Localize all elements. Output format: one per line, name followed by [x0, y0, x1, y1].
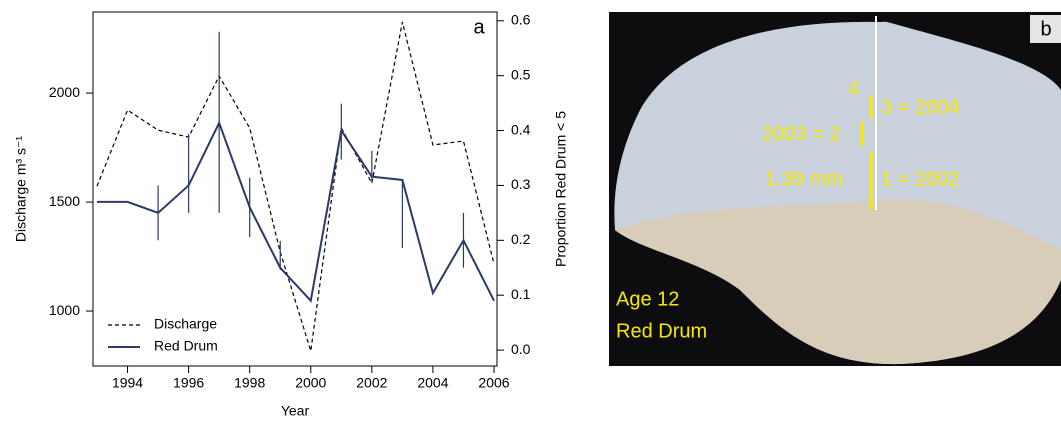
panel-label: a	[473, 16, 485, 38]
photo-shadow	[880, 20, 1061, 90]
x-tick-label: 2006	[478, 375, 509, 391]
y2-tick-label: 0.2	[511, 231, 531, 247]
plot-frame	[92, 11, 498, 367]
y-tick-label: 2000	[49, 84, 80, 100]
y-tick-label: 1000	[49, 302, 80, 318]
annotation: 2003 = 2	[762, 123, 840, 145]
label-box	[1030, 15, 1061, 43]
y-axis-label: Discharge m³ s⁻¹	[13, 136, 29, 243]
x-axis-label: Year	[281, 403, 310, 419]
annotation: 3 = 2004	[881, 96, 959, 118]
y2-tick-label: 0.6	[511, 11, 531, 27]
x-tick-label: 2002	[356, 375, 387, 391]
y2-tick-label: 0.0	[511, 341, 531, 357]
x-tick-label: 1996	[173, 375, 204, 391]
legend-label: Discharge	[154, 316, 217, 332]
x-tick-label: 1998	[234, 375, 265, 391]
x-tick-label: 2000	[295, 375, 326, 391]
caption: Age 12	[616, 288, 679, 310]
annotation: 1.39 mm	[765, 168, 843, 190]
y2-axis-label: Proportion Red Drum < 5	[553, 111, 569, 267]
y2-tick-label: 0.4	[511, 121, 531, 137]
panel-label: b	[1040, 18, 1051, 40]
y-tick-label: 1500	[49, 193, 80, 209]
annotation: 4	[848, 78, 859, 100]
annotation: 1 = 2002	[881, 168, 959, 190]
y2-tick-label: 0.5	[511, 66, 531, 82]
legend-label: Red Drum	[154, 338, 218, 354]
caption: Red Drum	[616, 320, 707, 342]
series-line	[97, 120, 495, 303]
otolith-core	[615, 199, 1061, 365]
y2-tick-label: 0.3	[511, 176, 531, 192]
image-panel: b 4 3 = 2004 2003 = 2 1.39 mm 1 = 2002 A…	[609, 12, 1061, 366]
x-tick-label: 1994	[112, 375, 143, 391]
series-line	[96, 21, 495, 352]
y2-tick-label: 0.1	[511, 286, 531, 302]
x-tick-label: 2004	[417, 375, 448, 391]
